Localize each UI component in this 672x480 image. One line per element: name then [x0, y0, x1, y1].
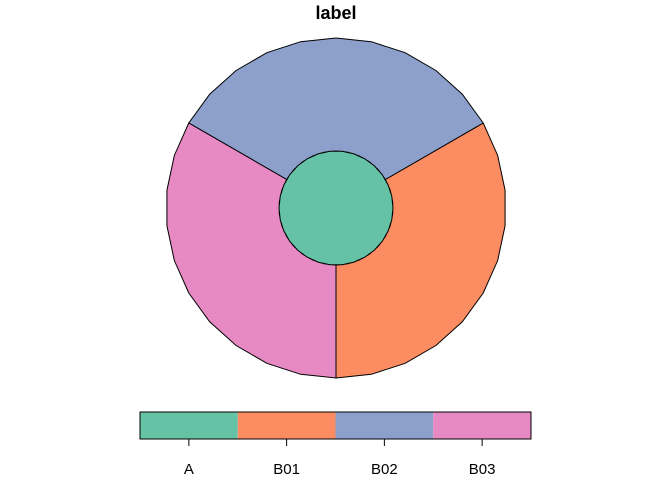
legend-label-b01: B01	[273, 461, 300, 478]
legend-label-a: A	[184, 461, 194, 478]
legend-swatch-b03	[433, 412, 531, 439]
legend-label-b03: B03	[469, 461, 496, 478]
legend-label-b02: B02	[371, 461, 398, 478]
legend-swatch-b02	[335, 412, 434, 439]
color-legend: A B01 B02 B03	[139, 411, 532, 478]
legend-border	[139, 411, 532, 440]
legend-swatch-a	[140, 412, 238, 439]
center-circle	[278, 150, 394, 266]
chart-title: label	[315, 3, 356, 23]
outer-ring	[166, 37, 506, 379]
center-circle-group	[278, 150, 394, 266]
legend-swatch-b01	[237, 412, 336, 439]
